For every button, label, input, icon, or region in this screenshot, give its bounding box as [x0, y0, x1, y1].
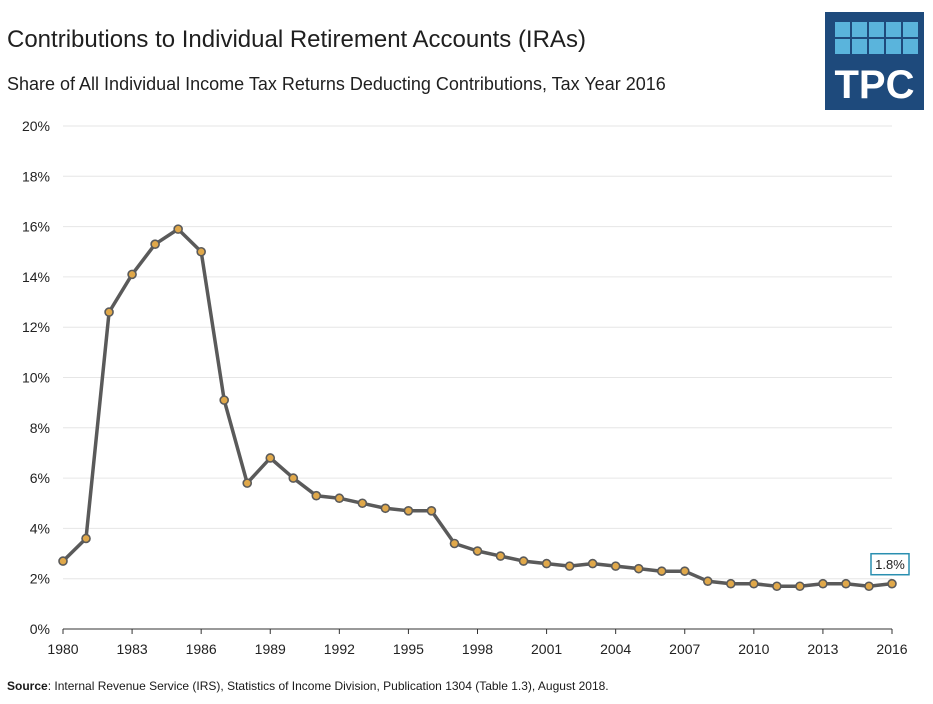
tpc-logo: TPC: [825, 12, 924, 110]
data-point: [726, 578, 736, 589]
logo-square: [886, 22, 901, 37]
logo-square: [835, 22, 850, 37]
data-point: [311, 490, 322, 501]
y-tick-label: 4%: [30, 520, 50, 536]
x-tick-label: 1980: [47, 641, 78, 657]
chart-title: Contributions to Individual Retirement A…: [7, 26, 586, 53]
x-tick-label: 1998: [462, 641, 493, 657]
callout-label: 1.8%: [875, 557, 905, 572]
x-tick-label: 2007: [669, 641, 700, 657]
y-tick-label: 18%: [22, 168, 50, 184]
y-tick-label: 2%: [30, 571, 50, 587]
y-tick-label: 10%: [22, 370, 50, 386]
y-tick-label: 8%: [30, 420, 50, 436]
logo-square: [903, 39, 918, 54]
logo-square: [835, 39, 850, 54]
data-point: [403, 505, 414, 516]
x-axis: [62, 628, 893, 634]
data-point: [702, 576, 713, 587]
callout-box: [870, 552, 910, 576]
source-text: : Internal Revenue Service (IRS), Statis…: [47, 679, 609, 693]
source-note: Source: Internal Revenue Service (IRS), …: [7, 679, 609, 693]
data-point: [196, 246, 206, 257]
data-point: [887, 578, 897, 589]
tpc-logo-graphic: TPC: [835, 22, 918, 107]
data-point: [104, 307, 114, 317]
x-tick-label: 2001: [531, 641, 562, 657]
source-label: Source: [7, 679, 48, 693]
data-point: [449, 538, 460, 549]
logo-square: [869, 39, 884, 54]
data-point: [265, 453, 276, 463]
y-tick-label: 14%: [22, 269, 50, 285]
x-axis-tick-labels: 1980 1983 1986 1989 1992 1995 1998 2001 2004 2007…: [47, 641, 907, 657]
chart-subtitle: Share of All Individual Income Tax Retur…: [7, 74, 666, 94]
x-tick-label: 1995: [393, 641, 424, 657]
data-point: [173, 224, 183, 234]
logo-square: [903, 22, 918, 37]
data-point: [472, 546, 483, 556]
data-point: [127, 269, 137, 280]
data-point: [518, 556, 529, 566]
logo-square: [852, 39, 867, 54]
y-tick-label: 12%: [22, 319, 50, 335]
x-tick-label: 1989: [255, 641, 286, 657]
data-point: [749, 578, 759, 589]
data-point: [610, 561, 621, 571]
x-tick-label: 2010: [738, 641, 769, 657]
data-point: [150, 239, 160, 250]
x-tick-label: 1983: [117, 641, 148, 657]
x-tick-label: 1992: [324, 641, 355, 657]
x-tick-label: 2004: [600, 641, 631, 657]
data-point: [587, 558, 598, 569]
data-point: [795, 581, 805, 592]
data-markers: [58, 224, 897, 592]
data-point: [564, 561, 575, 571]
data-point: [380, 503, 391, 514]
end-value-callout: 1.8%: [870, 552, 910, 576]
data-point: [357, 498, 368, 509]
data-point: [841, 578, 851, 589]
data-point: [242, 478, 253, 488]
y-tick-label: 6%: [30, 470, 50, 486]
data-point: [679, 566, 690, 576]
data-point: [864, 581, 874, 592]
data-point: [426, 505, 437, 516]
data-point: [772, 581, 782, 592]
data-point: [219, 395, 229, 405]
logo-text: TPC: [835, 63, 915, 107]
x-tick-label: 2013: [807, 641, 838, 657]
y-tick-label: 16%: [22, 219, 50, 235]
data-point: [334, 493, 345, 504]
y-tick-label: 0%: [30, 621, 50, 637]
x-tick-label: 1986: [186, 641, 217, 657]
data-point: [81, 533, 91, 544]
data-point: [818, 578, 828, 589]
data-point: [288, 473, 299, 483]
data-point: [541, 558, 552, 569]
logo-squares: [835, 22, 918, 54]
logo-square: [869, 22, 884, 37]
y-axis-tick-labels: 0% 2% 4% 6% 8% 10% 12% 14% 16% 18% 20%: [22, 118, 50, 637]
y-tick-label: 20%: [22, 118, 50, 134]
grid-lines: [63, 125, 892, 580]
data-point: [633, 563, 644, 574]
series-line: [61, 227, 893, 588]
data-point: [58, 556, 68, 566]
logo-square: [886, 39, 901, 54]
data-point: [656, 566, 667, 576]
logo-square: [852, 22, 867, 37]
data-point: [495, 551, 506, 561]
x-tick-label: 2016: [876, 641, 907, 657]
